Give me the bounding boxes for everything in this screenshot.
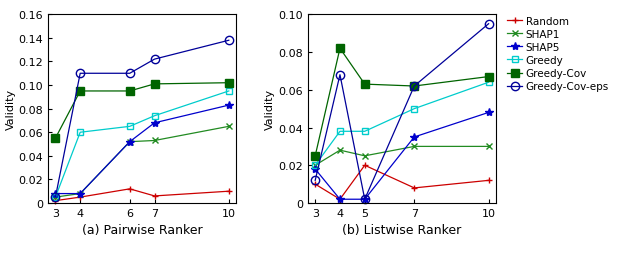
Greedy [361,130,369,133]
Greedy [484,81,492,84]
SHAP1 [225,125,233,128]
Line: Greedy-Cov: Greedy-Cov [311,45,493,160]
Line: SHAP1: SHAP1 [312,143,492,169]
SHAP5 [361,198,369,201]
Line: SHAP5: SHAP5 [51,102,233,198]
SHAP1 [336,149,344,152]
Greedy-Cov-eps [76,72,84,75]
Line: Greedy-Cov-eps: Greedy-Cov-eps [311,21,493,204]
Greedy [225,90,233,93]
Line: Random: Random [52,186,232,204]
Greedy [76,131,84,134]
Greedy-Cov [336,47,344,51]
X-axis label: (b) Listwise Ranker: (b) Listwise Ranker [342,224,461,236]
Line: Greedy: Greedy [52,88,232,201]
SHAP5 [76,192,84,195]
Random [410,187,418,190]
SHAP5 [225,104,233,107]
Greedy-Cov [410,85,418,88]
Line: Greedy-Cov-eps: Greedy-Cov-eps [51,37,233,201]
Line: SHAP5: SHAP5 [311,109,493,204]
Greedy [126,125,134,128]
Random [150,195,158,198]
Greedy-Cov [126,90,134,93]
SHAP1 [484,145,492,148]
Line: Greedy-Cov: Greedy-Cov [51,79,233,143]
SHAP1 [361,155,369,158]
SHAP1 [52,196,60,199]
Greedy-Cov-eps [336,74,344,77]
SHAP5 [126,140,134,144]
Random [126,187,134,190]
Greedy [52,196,60,199]
Greedy-Cov [311,155,319,158]
SHAP1 [150,139,158,142]
Greedy-Cov-eps [126,72,134,75]
SHAP1 [76,192,84,195]
Line: Random: Random [312,162,492,203]
SHAP5 [484,112,492,115]
Greedy-Cov-eps [52,196,60,199]
Random [361,164,369,167]
Greedy-Cov [225,82,233,85]
Greedy-Cov [361,83,369,86]
SHAP5 [410,136,418,139]
Random [225,190,233,193]
SHAP5 [311,168,319,171]
Greedy-Cov-eps [410,85,418,88]
SHAP5 [52,192,60,195]
Line: SHAP1: SHAP1 [52,123,232,201]
SHAP1 [126,140,134,144]
Greedy [311,164,319,167]
Random [336,198,344,201]
Greedy-Cov-eps [225,40,233,43]
SHAP1 [311,164,319,167]
Y-axis label: Validity: Validity [6,89,15,130]
X-axis label: (a) Pairwise Ranker: (a) Pairwise Ranker [82,224,202,236]
Greedy-Cov [484,76,492,79]
SHAP5 [336,198,344,201]
Greedy-Cov-eps [484,23,492,26]
Greedy-Cov-eps [150,58,158,61]
Random [311,183,319,186]
Greedy [150,115,158,118]
Greedy-Cov [76,90,84,93]
Line: Greedy: Greedy [312,80,492,169]
Greedy-Cov [150,83,158,86]
Greedy [336,130,344,133]
Random [76,196,84,199]
SHAP1 [410,145,418,148]
Greedy-Cov-eps [311,179,319,182]
Greedy-Cov-eps [361,198,369,201]
Greedy [410,108,418,111]
Y-axis label: Validity: Validity [266,89,275,130]
SHAP5 [150,122,158,125]
Greedy-Cov [52,137,60,140]
Random [484,179,492,182]
Random [52,199,60,202]
Legend: Random, SHAP1, SHAP5, Greedy, Greedy-Cov, Greedy-Cov-eps: Random, SHAP1, SHAP5, Greedy, Greedy-Cov… [507,17,609,92]
